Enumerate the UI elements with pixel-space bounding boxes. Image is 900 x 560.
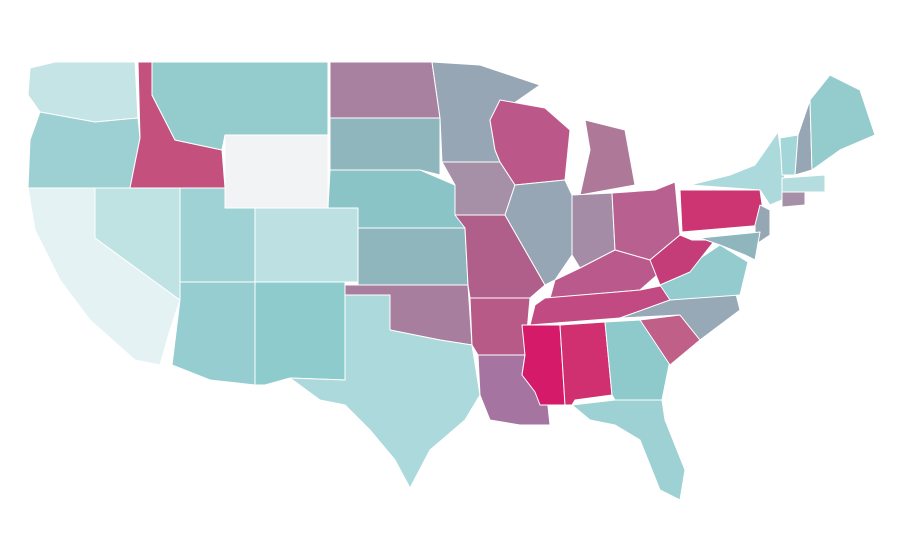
state — [579, 119, 636, 196]
state — [151, 61, 329, 151]
state — [329, 61, 441, 119]
state — [224, 134, 329, 209]
state — [329, 117, 441, 176]
state — [469, 297, 531, 356]
state — [254, 207, 359, 283]
state — [357, 227, 469, 286]
state — [659, 244, 749, 301]
state — [679, 189, 766, 233]
state — [27, 111, 141, 189]
state — [289, 294, 481, 489]
state — [559, 321, 613, 406]
state — [781, 191, 806, 208]
state — [571, 399, 686, 501]
state — [809, 74, 876, 171]
state — [254, 281, 346, 386]
state — [171, 281, 256, 386]
state — [699, 231, 761, 261]
state — [794, 99, 813, 176]
state — [781, 174, 826, 193]
